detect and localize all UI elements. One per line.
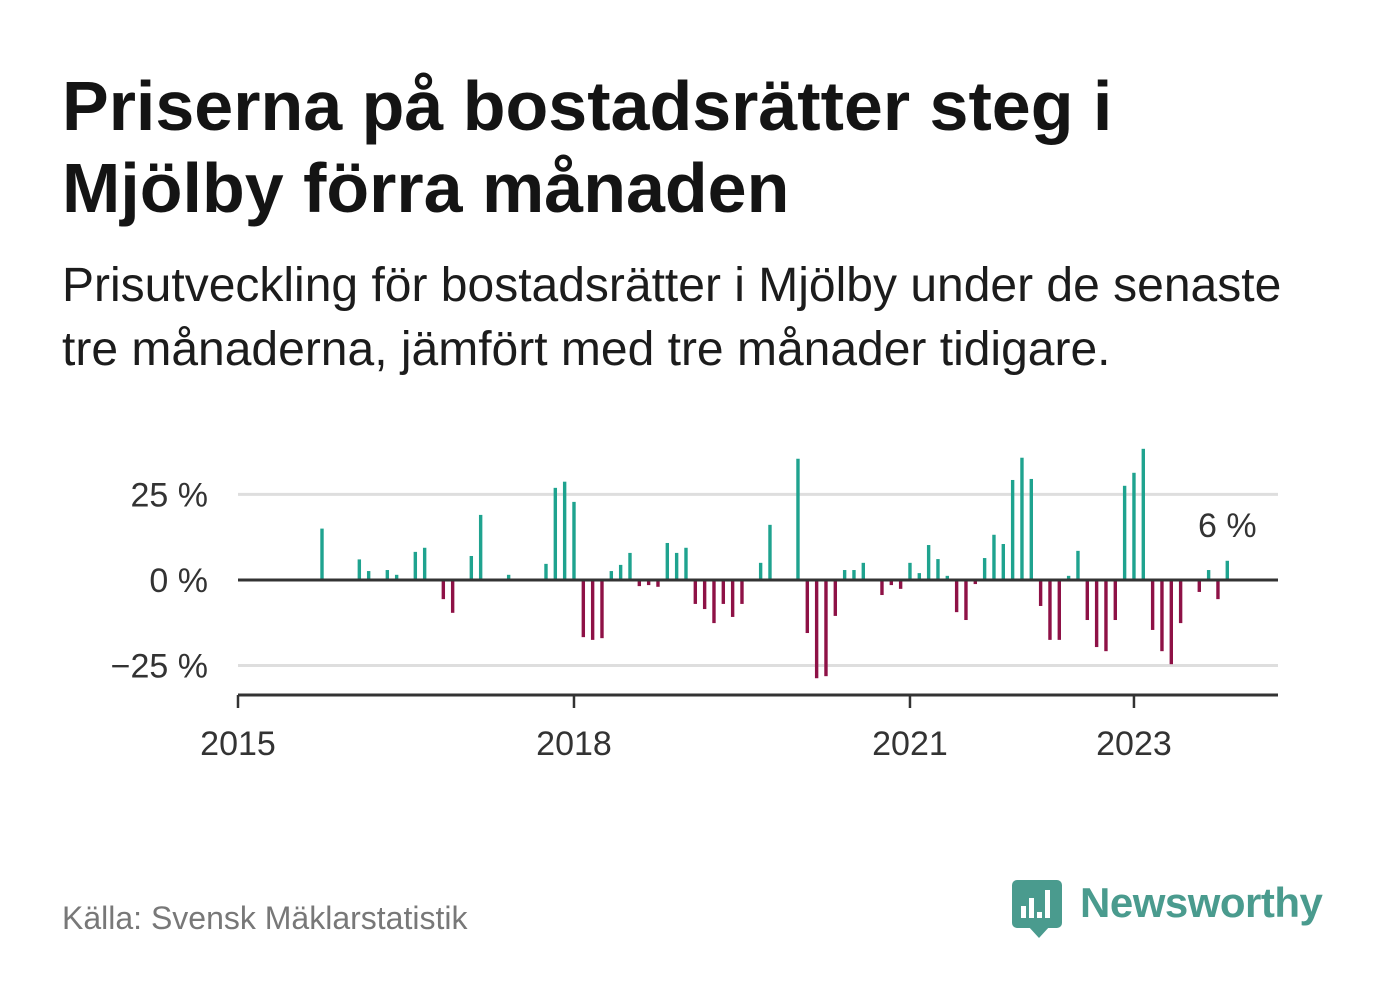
chart-subtitle: Prisutveckling för bostadsrätter i Mjölb… [62, 259, 1282, 376]
bar [758, 562, 763, 580]
bar [506, 574, 511, 580]
bar [1010, 479, 1015, 580]
chart-title: Priserna på bostadsrätter steg i Mjölby … [62, 67, 1113, 227]
x-tick-label: 2015 [200, 725, 276, 763]
bar [702, 579, 707, 610]
bar [880, 579, 884, 596]
bar [1029, 478, 1033, 580]
y-tick-label: 0 % [149, 562, 208, 600]
annotation-label: 6 % [1198, 507, 1257, 545]
bar [1178, 579, 1183, 624]
bar [1216, 579, 1220, 600]
bar [1094, 579, 1099, 648]
bar [1206, 570, 1211, 580]
bar [954, 579, 959, 613]
bar [889, 579, 894, 586]
bar [637, 579, 642, 587]
bar [973, 579, 978, 585]
bar [656, 579, 660, 587]
bar [609, 571, 614, 580]
y-tick-label: −25 % [111, 648, 208, 686]
bar [1132, 472, 1136, 580]
bar [964, 579, 968, 621]
newsworthy-bubble-icon [1012, 880, 1062, 938]
bar [1020, 457, 1024, 580]
bar [646, 579, 651, 586]
bar [1113, 579, 1117, 621]
x-tick-label: 2018 [536, 725, 612, 763]
bar [814, 579, 819, 679]
bar [1150, 579, 1155, 630]
bar [1104, 579, 1108, 652]
bar [413, 551, 418, 580]
newsworthy-logo: Newsworthy [1012, 878, 1324, 940]
bar [842, 570, 847, 580]
bar [1160, 579, 1164, 652]
bar [693, 579, 698, 604]
bar [1197, 579, 1201, 592]
bar [1141, 448, 1145, 580]
bar [861, 562, 866, 580]
bar [1001, 544, 1006, 580]
bar [618, 564, 623, 580]
logo-wordmark: Newsworthy [1080, 879, 1323, 926]
bar [824, 579, 828, 677]
bar [674, 552, 679, 580]
x-tick-label: 2023 [1096, 725, 1172, 763]
source-note: Källa: Svensk Mäklarstatistik [62, 900, 468, 936]
bar [945, 575, 950, 580]
bar [1225, 560, 1229, 580]
bar [441, 579, 446, 600]
bar-chart: 25 % 0 % −25 % 2015 2018 2021 2023 6 % [111, 448, 1278, 763]
bar [469, 555, 474, 580]
bar [1038, 579, 1043, 606]
bar [833, 579, 838, 616]
bar [590, 579, 595, 640]
bar [1085, 579, 1089, 621]
bar [366, 571, 371, 580]
bar [721, 579, 726, 604]
bar [1169, 579, 1173, 665]
bar [357, 559, 362, 580]
bar [1122, 485, 1127, 580]
x-tick-label: 2021 [872, 725, 948, 763]
bar [422, 547, 427, 580]
bar [581, 579, 586, 638]
bar [982, 558, 987, 580]
bar [712, 579, 716, 624]
bar [1057, 579, 1061, 640]
bar [665, 542, 670, 580]
bar [562, 481, 567, 580]
bar [926, 545, 931, 580]
bar [320, 528, 324, 580]
bar [805, 579, 810, 634]
bar [908, 562, 912, 580]
bar [553, 487, 558, 580]
bar [450, 579, 455, 613]
y-tick-label: 25 % [131, 476, 209, 514]
bar [936, 559, 940, 580]
bar [544, 563, 548, 580]
bar [1076, 550, 1080, 580]
bar [394, 574, 399, 580]
bar [628, 552, 632, 580]
bar [478, 514, 483, 580]
bar [1066, 575, 1071, 580]
bar [992, 534, 996, 580]
bar [852, 570, 856, 580]
bar [1048, 579, 1052, 640]
bar [385, 570, 390, 580]
bar [796, 458, 800, 580]
bar [917, 573, 922, 580]
bar [740, 579, 744, 604]
bar [572, 501, 576, 580]
bar [768, 524, 772, 580]
bar [898, 579, 903, 589]
bar [730, 579, 735, 617]
bar [684, 547, 688, 580]
bar [600, 579, 604, 639]
